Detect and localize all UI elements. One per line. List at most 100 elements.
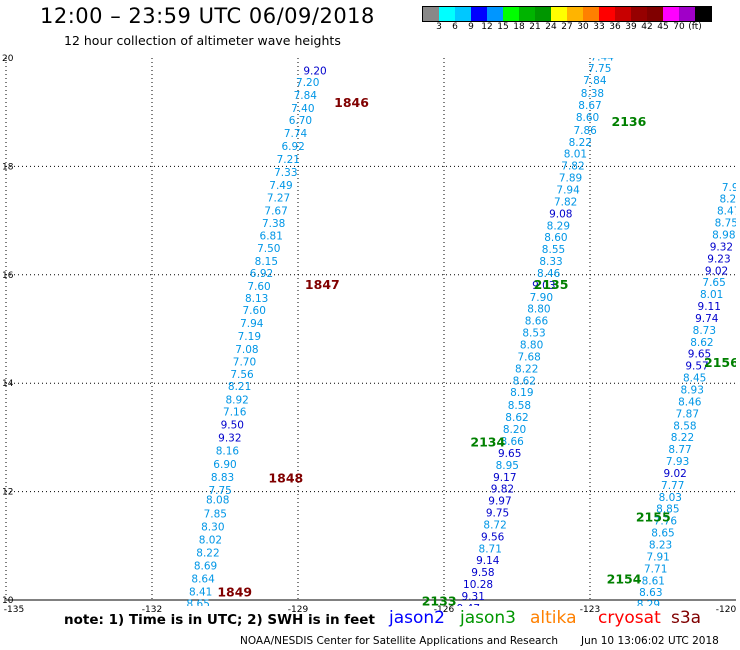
swh-value: 9.47: [457, 603, 480, 615]
y-tick-label: 16: [2, 271, 14, 281]
colorbar-label: 42: [641, 22, 653, 32]
swh-value: 8.80: [527, 304, 550, 316]
swh-value: 8.66: [525, 316, 549, 328]
colorbar-cell: [631, 7, 647, 21]
swh-value: 7.82: [561, 161, 584, 173]
swh-value: 6.90: [213, 459, 236, 471]
swh-value: 7.67: [264, 206, 287, 218]
legend-jason2: jason2: [389, 608, 445, 628]
swh-colorbar: [422, 6, 712, 22]
y-tick-label: 20: [2, 54, 14, 64]
swh-value: 8.46: [537, 268, 561, 280]
swh-value: 7.84: [294, 90, 318, 102]
swh-value: 7.90: [530, 292, 553, 304]
colorbar-cell: [487, 7, 503, 21]
swh-value: 9.03: [532, 280, 555, 292]
swh-value: 9.65: [688, 349, 711, 361]
colorbar-cell: [695, 7, 711, 21]
swh-value: 9.65: [498, 448, 521, 460]
swh-value: 8.66: [500, 436, 524, 448]
swh-value: 7.91: [646, 551, 669, 563]
swh-value: 8.85: [656, 504, 679, 516]
swh-value: 7.93: [666, 456, 689, 468]
swh-value: 8.64: [191, 574, 215, 586]
swh-value: 8.03: [659, 492, 682, 504]
pass-number-label: 2154: [607, 572, 642, 587]
colorbar-label: 24: [545, 22, 557, 32]
swh-value: 8.21: [228, 381, 251, 393]
swh-value: 8.22: [671, 432, 694, 444]
swh-value: 8.29: [637, 599, 660, 611]
x-tick-label: -120: [716, 605, 737, 615]
generation-timestamp: Jun 10 13:06:02 UTC 2018: [581, 635, 719, 647]
swh-value: 8.19: [510, 387, 533, 399]
swh-value: 8.15: [255, 256, 278, 268]
swh-value: 7.87: [676, 408, 699, 420]
swh-value: 9.57: [685, 361, 708, 373]
swh-value: 8.98: [712, 229, 735, 241]
swh-value: 7.60: [243, 305, 266, 317]
swh-value: 7.27: [267, 193, 290, 205]
colorbar-label: 27: [561, 22, 573, 32]
colorbar-cell: [567, 7, 583, 21]
swh-value: 8.33: [539, 256, 562, 268]
legend-cryosat: cryosat: [598, 608, 661, 628]
swh-value: 9.56: [481, 531, 505, 543]
swh-value: 7.40: [291, 103, 314, 115]
swh-value: 8.58: [673, 420, 696, 432]
swh-value: 10.28: [463, 579, 493, 591]
swh-value: 8.23: [649, 540, 672, 552]
colorbar-label: 33: [593, 22, 605, 32]
colorbar-cell: [455, 7, 471, 21]
swh-value: 7.33: [274, 167, 297, 179]
swh-value: 7.76: [654, 516, 678, 528]
swh-value: 8.13: [245, 293, 268, 305]
pass-number-label: 1847: [305, 277, 340, 292]
swh-value: 9.08: [549, 208, 572, 220]
swh-value: 9.17: [493, 472, 516, 484]
colorbar-label: 12: [481, 22, 493, 32]
colorbar-label: 36: [609, 22, 621, 32]
swh-value: 7.86: [573, 125, 597, 137]
swh-value: 7.44: [590, 52, 614, 64]
swh-value: 7.89: [559, 173, 582, 185]
legend-jason3: jason3: [460, 608, 516, 628]
swh-value: 7.19: [238, 331, 261, 343]
legend-altika: altika: [530, 608, 577, 628]
swh-value: 8.16: [216, 446, 240, 458]
colorbar-label: 3: [436, 22, 442, 32]
swh-value: 8.20: [503, 424, 526, 436]
swh-value: 9.58: [471, 567, 494, 579]
swh-value: 8.72: [483, 519, 506, 531]
swh-value: 8.38: [581, 88, 604, 100]
swh-value: 9.82: [491, 484, 514, 496]
colorbar-cell: [423, 7, 439, 21]
colorbar-cell: [583, 7, 599, 21]
x-tick-label: -135: [4, 605, 24, 615]
swh-value: 8.75: [715, 218, 738, 230]
swh-value: 7.94: [240, 318, 264, 330]
legend-s3a: s3a: [671, 608, 702, 628]
swh-value: 8.63: [639, 587, 662, 599]
pass-number-label: 2134: [470, 435, 505, 450]
swh-value: 9.11: [698, 301, 721, 313]
swh-value: 9.32: [710, 241, 733, 253]
swh-value: 7.75: [208, 485, 231, 497]
swh-value: 8.60: [544, 232, 567, 244]
swh-value: 7.65: [702, 277, 725, 289]
swh-value: 8.41: [189, 587, 212, 599]
swh-value: 7.21: [277, 154, 300, 166]
swh-value: 7.82: [554, 196, 577, 208]
swh-value: 8.60: [576, 112, 599, 124]
swh-value: 7.94: [722, 182, 740, 194]
swh-value: 7.20: [296, 77, 319, 89]
swh-value: 8.80: [520, 340, 543, 352]
swh-value: 8.22: [569, 137, 592, 149]
colorbar-cell: [647, 7, 663, 21]
pass-number-label: 2135: [534, 277, 569, 292]
chart-subtitle: 12 hour collection of altimeter wave hei…: [64, 33, 341, 48]
pass-number-label: 1846: [334, 95, 369, 110]
swh-value: 8.71: [479, 543, 502, 555]
colorbar-label: 39: [625, 22, 637, 32]
colorbar-cell: [663, 7, 679, 21]
